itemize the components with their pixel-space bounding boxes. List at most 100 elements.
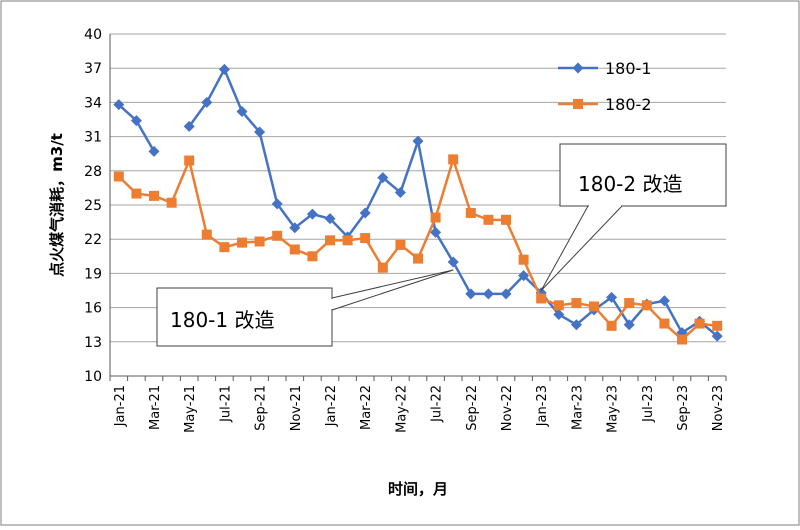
annotations: 180-1 改造 180-2 改造 bbox=[156, 143, 727, 347]
data-point-180-1[interactable] bbox=[130, 115, 142, 127]
x-tick-label: Jul-21 bbox=[218, 385, 233, 423]
y-axis-title: 点火煤气消耗，m3/t bbox=[48, 133, 66, 277]
x-tick-label: Sep-21 bbox=[254, 385, 269, 431]
y-tick-label: 34 bbox=[84, 95, 102, 111]
x-tick-label: Nov-23 bbox=[711, 385, 726, 431]
data-point-180-1[interactable] bbox=[606, 291, 618, 303]
data-point-180-2[interactable] bbox=[166, 197, 177, 208]
data-point-180-1[interactable] bbox=[236, 106, 248, 118]
data-point-180-2[interactable] bbox=[254, 236, 265, 247]
y-tick-label: 22 bbox=[84, 232, 102, 248]
data-point-180-1[interactable] bbox=[148, 145, 160, 157]
x-tick-label: May-21 bbox=[183, 385, 198, 433]
data-point-180-1[interactable] bbox=[271, 198, 283, 210]
data-point-180-1[interactable] bbox=[570, 319, 582, 331]
legend-marker-180-2 bbox=[573, 99, 583, 109]
data-point-180-2[interactable] bbox=[501, 214, 511, 225]
data-point-180-1[interactable] bbox=[500, 288, 512, 300]
series-180-2 bbox=[113, 154, 723, 345]
data-point-180-2[interactable] bbox=[606, 320, 617, 331]
legend-label-180-1: 180-1 bbox=[605, 59, 652, 78]
x-tick-label: Sep-23 bbox=[676, 385, 691, 431]
data-point-180-1[interactable] bbox=[289, 222, 301, 234]
x-tick-label: Jul-22 bbox=[430, 385, 445, 423]
data-point-180-2[interactable] bbox=[342, 235, 353, 246]
y-tick-label: 25 bbox=[84, 198, 102, 214]
data-point-180-2[interactable] bbox=[448, 154, 459, 165]
data-point-180-1[interactable] bbox=[658, 295, 670, 307]
data-point-180-2[interactable] bbox=[113, 171, 124, 182]
data-point-180-1[interactable] bbox=[377, 172, 389, 184]
data-point-180-1[interactable] bbox=[711, 330, 723, 342]
data-point-180-2[interactable] bbox=[518, 254, 529, 265]
data-point-180-1[interactable] bbox=[201, 96, 213, 108]
data-point-180-1[interactable] bbox=[623, 319, 635, 331]
data-point-180-2[interactable] bbox=[536, 293, 547, 304]
data-point-180-2[interactable] bbox=[712, 320, 723, 331]
data-point-180-2[interactable] bbox=[430, 212, 441, 223]
data-point-180-2[interactable] bbox=[624, 298, 635, 309]
data-point-180-1[interactable] bbox=[254, 126, 266, 138]
data-point-180-1[interactable] bbox=[324, 213, 336, 225]
data-point-180-1[interactable] bbox=[306, 208, 318, 220]
y-tick-label: 40 bbox=[84, 27, 102, 43]
data-point-180-1[interactable] bbox=[447, 256, 459, 268]
x-tick-label: Nov-21 bbox=[289, 385, 304, 431]
data-point-180-1[interactable] bbox=[518, 270, 530, 282]
axes: 10 13 16 19 22 25 28 31 34 37 40 Jan-21 Mar-21 May-21… bbox=[84, 27, 727, 433]
x-tick-label: Mar-21 bbox=[148, 385, 163, 430]
data-point-180-2[interactable] bbox=[325, 235, 335, 246]
data-point-180-1[interactable] bbox=[430, 226, 442, 238]
data-point-180-2[interactable] bbox=[289, 244, 300, 255]
data-point-180-1[interactable] bbox=[412, 135, 424, 147]
data-point-180-1[interactable] bbox=[183, 120, 195, 132]
data-point-180-2[interactable] bbox=[201, 229, 212, 240]
x-tick-label: Nov-22 bbox=[500, 385, 515, 431]
data-point-180-2[interactable] bbox=[184, 155, 195, 166]
callout-text: 180-2 改造 bbox=[578, 172, 682, 196]
data-point-180-2[interactable] bbox=[219, 242, 230, 253]
legend: 180-1 180-2 bbox=[558, 59, 652, 114]
callout-box bbox=[156, 287, 333, 347]
data-point-180-2[interactable] bbox=[237, 237, 247, 248]
data-point-180-2[interactable] bbox=[413, 253, 423, 264]
data-point-180-2[interactable] bbox=[377, 262, 388, 273]
series bbox=[113, 63, 723, 345]
x-tick-label: Sep-22 bbox=[465, 385, 480, 431]
data-point-180-1[interactable] bbox=[394, 186, 406, 198]
data-point-180-2[interactable] bbox=[694, 318, 705, 329]
x-tick-label: Jan-21 bbox=[113, 385, 128, 427]
x-tick-label: Mar-23 bbox=[570, 385, 585, 430]
data-point-180-2[interactable] bbox=[641, 300, 652, 311]
data-point-180-2[interactable] bbox=[483, 214, 494, 225]
y-tick-label: 10 bbox=[84, 369, 102, 385]
data-point-180-2[interactable] bbox=[659, 318, 670, 329]
data-point-180-2[interactable] bbox=[307, 251, 318, 262]
legend-label-180-2: 180-2 bbox=[605, 95, 652, 114]
data-point-180-2[interactable] bbox=[677, 334, 687, 345]
x-tick-label: May-22 bbox=[394, 385, 409, 433]
data-point-180-2[interactable] bbox=[360, 233, 371, 244]
x-axis-title: 时间，月 bbox=[388, 480, 448, 498]
data-point-180-1[interactable] bbox=[553, 308, 565, 320]
data-point-180-2[interactable] bbox=[131, 188, 142, 199]
y-tick-label: 28 bbox=[84, 164, 102, 180]
data-point-180-2[interactable] bbox=[149, 190, 159, 201]
data-point-180-1[interactable] bbox=[465, 288, 477, 300]
callout-text: 180-1 改造 bbox=[170, 308, 274, 332]
data-point-180-2[interactable] bbox=[395, 239, 406, 250]
data-point-180-1[interactable] bbox=[359, 207, 371, 219]
data-point-180-2[interactable] bbox=[589, 301, 599, 312]
y-tick-label: 31 bbox=[84, 130, 102, 146]
callout-2: 180-2 改造 bbox=[540, 143, 727, 291]
y-tick-label: 37 bbox=[84, 61, 102, 77]
data-point-180-1[interactable] bbox=[218, 63, 230, 75]
data-point-180-1[interactable] bbox=[482, 288, 494, 300]
data-point-180-2[interactable] bbox=[465, 207, 476, 218]
data-point-180-2[interactable] bbox=[571, 298, 582, 309]
data-point-180-2[interactable] bbox=[553, 300, 564, 311]
data-point-180-1[interactable] bbox=[113, 99, 125, 111]
data-point-180-2[interactable] bbox=[272, 230, 283, 241]
